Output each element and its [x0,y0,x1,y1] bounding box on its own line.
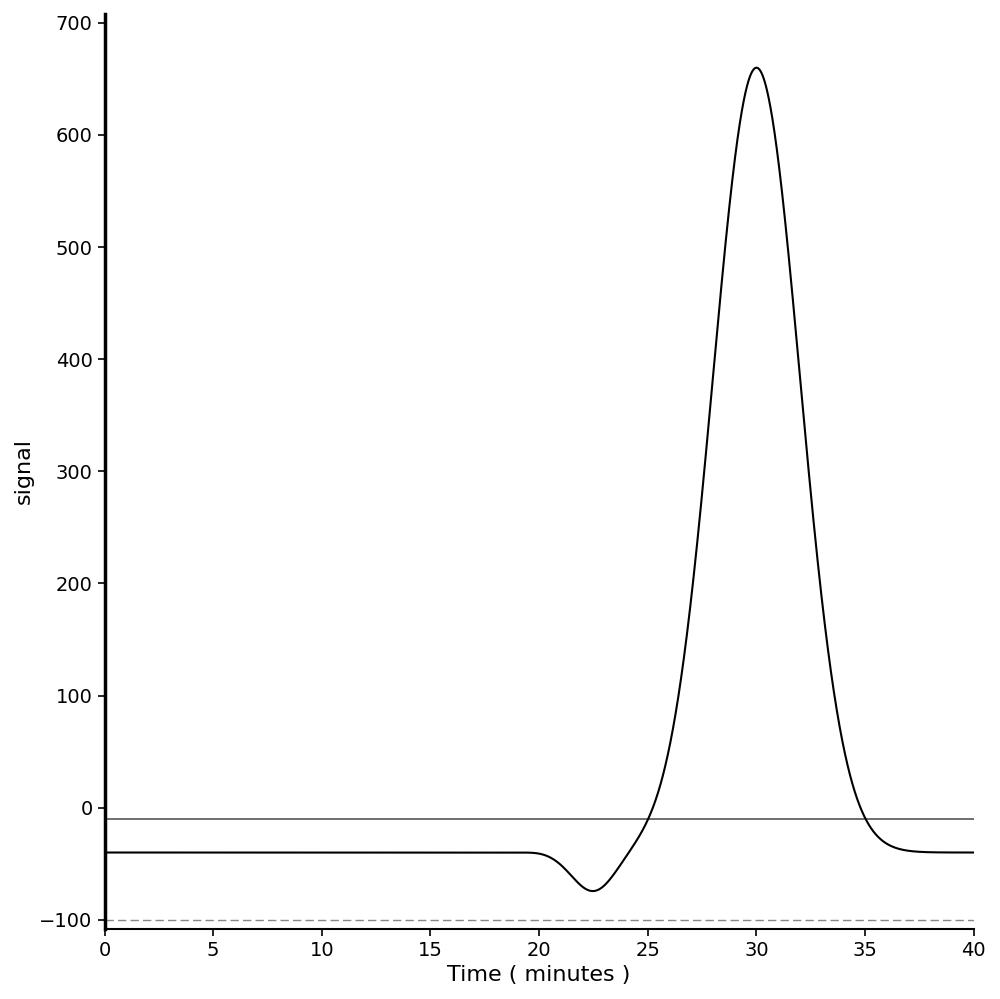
X-axis label: Time ( minutes ): Time ( minutes ) [447,965,631,985]
Y-axis label: signal: signal [14,439,34,504]
